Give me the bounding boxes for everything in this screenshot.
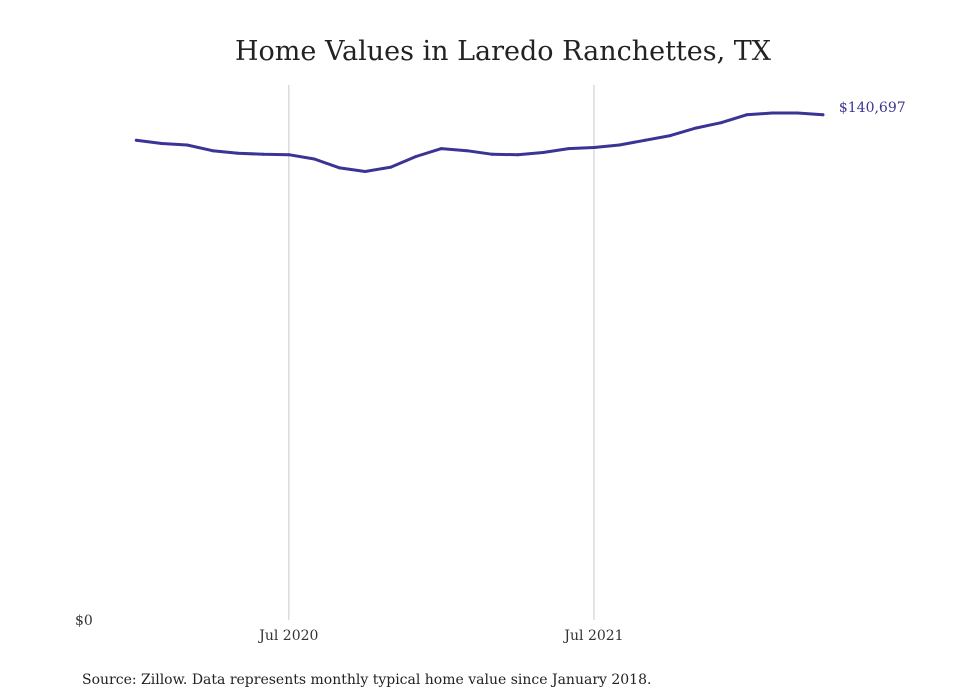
data-point	[821, 113, 825, 117]
x-tick-label: Jul 2020	[257, 628, 318, 644]
data-point	[389, 165, 393, 169]
data-point	[694, 126, 698, 130]
data-point	[770, 111, 774, 115]
chart-title: Home Values in Laredo Ranchettes, TX	[235, 36, 772, 67]
data-point	[567, 147, 571, 151]
data-point	[592, 146, 596, 149]
data-point	[236, 151, 240, 155]
gridlines	[288, 85, 595, 620]
data-point	[160, 142, 164, 145]
data-point	[414, 155, 418, 158]
data-point	[261, 152, 265, 156]
data-point	[363, 170, 367, 173]
data-point	[719, 121, 723, 125]
data-point	[643, 138, 647, 142]
y-tick-label: $0	[75, 613, 93, 629]
data-point	[439, 147, 443, 151]
tick-labels: Jul 2020 Jul 2021 $0	[75, 613, 624, 644]
data-point	[338, 166, 342, 170]
data-point	[795, 111, 799, 115]
data-point	[287, 153, 291, 157]
data-point	[516, 153, 520, 157]
data-point	[490, 152, 494, 156]
data-point	[541, 151, 545, 154]
data-point	[185, 143, 189, 147]
data-point	[211, 149, 215, 153]
series-line	[134, 111, 825, 173]
data-point	[668, 134, 672, 138]
data-point	[312, 157, 316, 161]
data-point	[134, 138, 138, 142]
end-value-label: $140,697	[839, 100, 906, 116]
series-layer: $140,697	[134, 100, 906, 173]
x-tick-label: Jul 2021	[562, 628, 623, 644]
data-point	[465, 149, 469, 153]
data-point	[745, 113, 749, 117]
data-point	[617, 143, 621, 147]
source-note: Source: Zillow. Data represents monthly …	[82, 672, 651, 688]
